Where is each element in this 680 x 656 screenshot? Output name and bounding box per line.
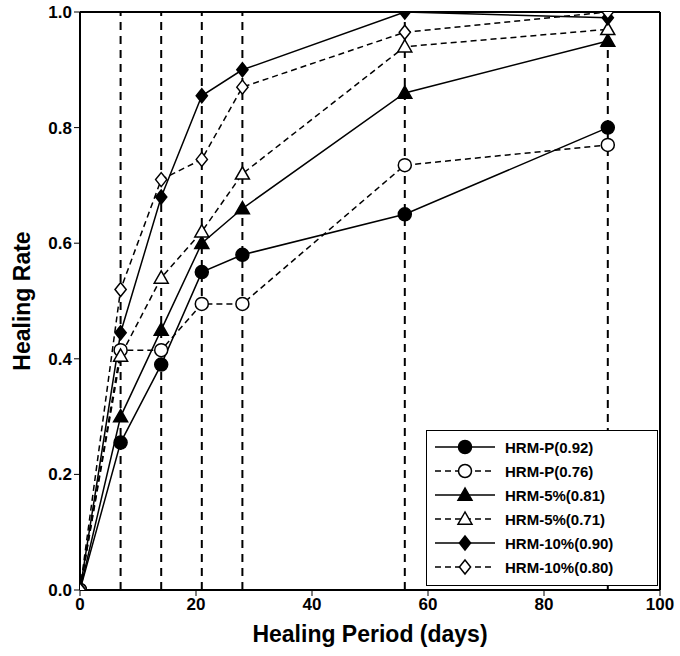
svg-text:Healing Period (days): Healing Period (days)	[252, 621, 487, 647]
svg-text:0.4: 0.4	[48, 350, 72, 369]
svg-text:0.6: 0.6	[48, 234, 72, 253]
html-text:HRM-10%(0.90): HRM-10%(0.90)	[505, 534, 614, 552]
svg-text:60: 60	[419, 595, 438, 614]
svg-text:1.0: 1.0	[48, 3, 72, 22]
html-text:HRM-10%(0.80): HRM-10%(0.80)	[505, 558, 614, 576]
svg-text:40: 40	[303, 595, 322, 614]
svg-text:0: 0	[75, 595, 84, 614]
svg-text:0.2: 0.2	[48, 465, 72, 484]
svg-text:100: 100	[646, 595, 672, 614]
svg-text:20: 20	[187, 595, 206, 614]
svg-text:0.0: 0.0	[48, 581, 72, 600]
svg-text:0.8: 0.8	[48, 119, 72, 138]
svg-text:80: 80	[535, 595, 554, 614]
html-text:HRM-5%(0.81): HRM-5%(0.81)	[505, 486, 605, 504]
html-text:HRM-P(0.76): HRM-P(0.76)	[505, 462, 594, 480]
html-text:HRM-P(0.92): HRM-P(0.92)	[505, 438, 594, 456]
html-text:HRM-5%(0.71): HRM-5%(0.71)	[505, 510, 605, 528]
svg-text:Healing Rate: Healing Rate	[9, 231, 35, 370]
